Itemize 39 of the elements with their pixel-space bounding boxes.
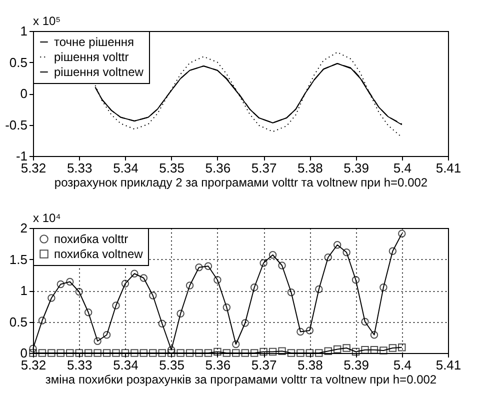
y-tick-label: 1 xyxy=(20,24,28,38)
y-tick-label: 1 xyxy=(20,283,28,298)
x-tick-label: 5.37 xyxy=(251,358,277,372)
y-tick-label: -1 xyxy=(16,148,28,164)
x-axis-title: розрахунок прикладу 2 за програмами volttr та voltnew при h=0.002 xyxy=(54,176,428,190)
legend-label: рішення voltnew xyxy=(54,65,144,79)
x-tick-label: 5.39 xyxy=(344,160,369,176)
x-tick-label: 5.41 xyxy=(436,358,462,372)
x-tick-label: 5.35 xyxy=(159,160,184,176)
legend-label: точне рішення xyxy=(54,35,134,49)
x-tick-label: 5.34 xyxy=(113,160,138,176)
y-tick-label: -0.5 xyxy=(5,117,28,132)
legend-label: рішення volttr xyxy=(54,50,129,64)
x-axis-title: зміна похибки розрахунків за програмами volttr та voltnew при h=0.002 xyxy=(45,372,437,386)
x-tick-label: 5.33 xyxy=(66,160,92,176)
y-tick-label: 0.5 xyxy=(9,314,28,330)
y-tick-label: 0 xyxy=(20,346,28,360)
text: x 10⁵ xyxy=(33,14,61,28)
x-tick-label: 5.36 xyxy=(205,358,231,372)
x-tick-label: 5.38 xyxy=(298,160,323,176)
x-tick-label: 5.38 xyxy=(298,358,323,372)
legend-label: похибка volttr xyxy=(54,232,128,246)
y-tick-label: 0.5 xyxy=(9,54,28,70)
y-tick-label: 2 xyxy=(20,220,28,236)
x-tick-label: 5.35 xyxy=(159,358,184,372)
x-tick-label: 5.36 xyxy=(205,160,231,176)
x-tick-label: 5.34 xyxy=(113,358,138,372)
x-tick-label: 5.4 xyxy=(393,358,412,372)
x-tick-label: 5.37 xyxy=(251,160,277,176)
x-tick-label: 5.33 xyxy=(66,358,92,372)
text: x 10⁴ xyxy=(33,211,61,225)
x-tick-label: 5.39 xyxy=(344,358,369,372)
y-tick-label: 1.5 xyxy=(9,252,28,267)
x-tick-label: 5.32 xyxy=(20,160,46,176)
x-tick-label: 5.4 xyxy=(393,160,412,176)
x-tick-label: 5.41 xyxy=(436,160,462,176)
legend-label: похибка voltnew xyxy=(54,247,144,261)
y-tick-label: 0 xyxy=(20,86,28,101)
x-tick-label: 5.32 xyxy=(20,358,46,372)
